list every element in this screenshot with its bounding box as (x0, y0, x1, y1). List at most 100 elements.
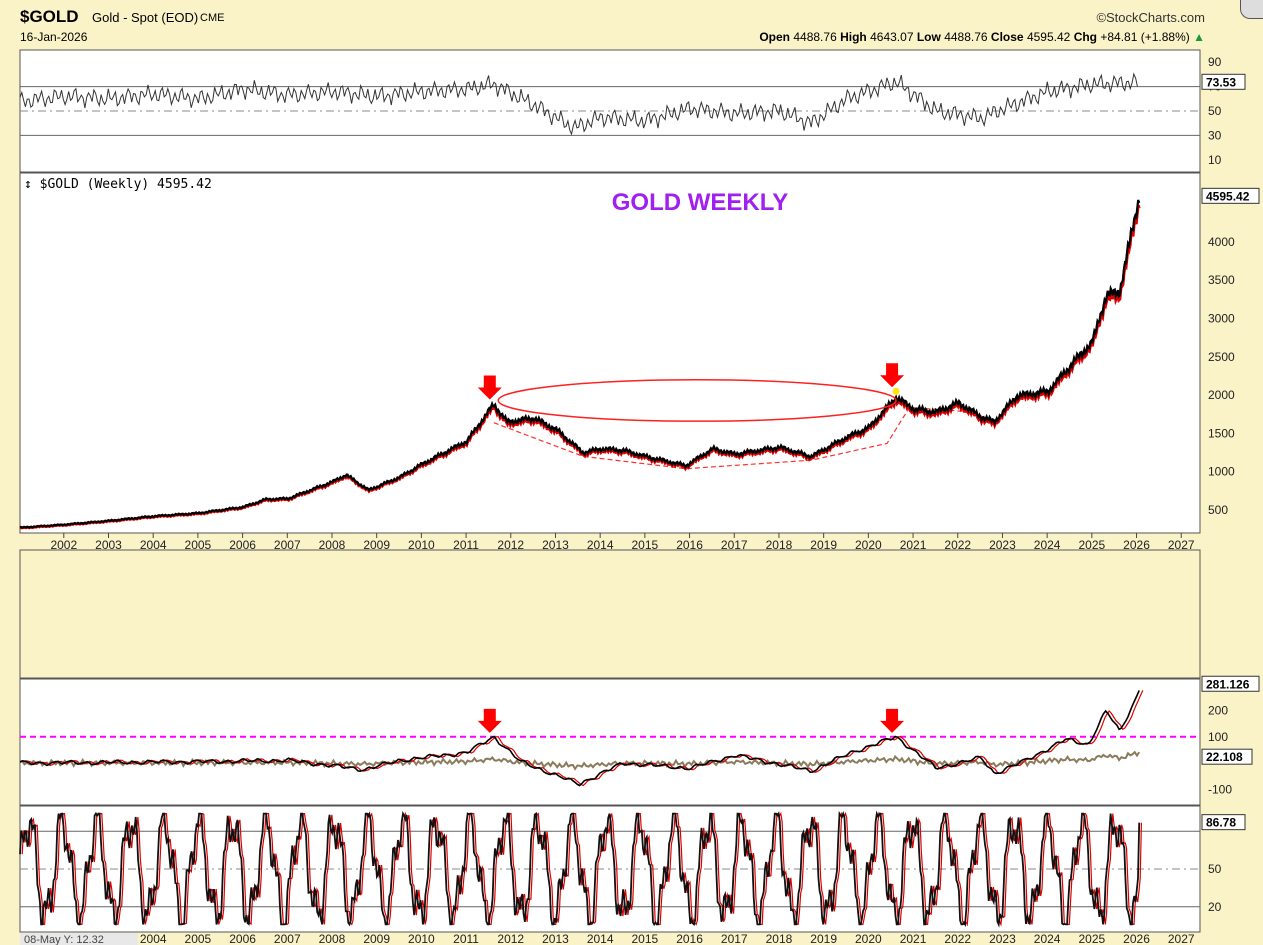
price-x-tick-label: 2019 (810, 538, 837, 552)
price-x-tick-label: 2024 (1034, 538, 1061, 552)
rsi-y-tick-label: 10 (1208, 153, 1222, 167)
momentum-secondary-value-label: 22.108 (1206, 750, 1243, 764)
bottom-x-tick-label: 2005 (185, 932, 212, 945)
symbol-label: $GOLD (20, 7, 79, 26)
high-label: High (840, 30, 867, 44)
bottom-x-tick-label: 2008 (319, 932, 346, 945)
price-x-tick-label: 2012 (497, 538, 524, 552)
bottom-x-tick-label: 2017 (721, 932, 748, 945)
stochastic-y-tick-label: 50 (1208, 862, 1222, 876)
momentum-peak-arrow-icon (477, 708, 502, 733)
bottom-x-tick-label: 2012 (497, 932, 524, 945)
low-value: 4488.76 (944, 30, 988, 44)
bottom-x-tick-label: 2026 (1123, 932, 1150, 945)
stochastic-series-line (19, 810, 1141, 928)
price-x-tick-label: 2004 (140, 538, 167, 552)
price-y-tick-label: 4000 (1208, 235, 1235, 249)
corner-options-button[interactable] (1240, 0, 1263, 19)
bottom-x-tick-label: 2009 (363, 932, 390, 945)
bottom-x-tick-label: 2027 (1168, 932, 1195, 945)
bottom-x-tick-label: 2025 (1078, 932, 1105, 945)
stochastic-last-value-label: 86.78 (1206, 816, 1236, 830)
price-last-value-label: 4595.42 (1206, 189, 1250, 203)
price-y-tick-label: 2500 (1208, 350, 1235, 364)
rsi-series-line (19, 72, 1138, 136)
price-x-tick-label: 2027 (1168, 538, 1195, 552)
bottom-x-tick-label: 2010 (408, 932, 435, 945)
cursor-readout-box (20, 933, 138, 945)
bottom-x-tick-label: 2015 (632, 932, 659, 945)
price-last-value-label-box (1201, 187, 1260, 204)
rsi-last-value-label-box (1201, 73, 1246, 90)
price-series-line (19, 199, 1141, 529)
ohlc-readout: Open 4488.76 High 4643.07 Low 4488.76 Cl… (759, 30, 1205, 44)
bottom-x-tick-label: 2020 (855, 932, 882, 945)
close-value: 4595.42 (1026, 30, 1071, 44)
bottom-x-tick-label: 2018 (766, 932, 793, 945)
high-value: 4643.07 (870, 30, 914, 44)
bottom-x-tick-label: 2022 (944, 932, 971, 945)
price-peak-arrow-icon (880, 363, 905, 388)
price-x-tick-label: 2002 (50, 538, 77, 552)
rsi-y-tick-label: 90 (1208, 55, 1222, 69)
price-y-tick-label: 3500 (1208, 273, 1235, 287)
price-x-tick-label: 2022 (944, 538, 971, 552)
price-x-tick-label: 2017 (721, 538, 748, 552)
chart-annotation-title: GOLD WEEKLY (612, 189, 788, 216)
open-label: Open (759, 30, 791, 44)
up-arrow-icon: ▲ (1193, 30, 1205, 44)
price-x-tick-label: 2005 (185, 538, 212, 552)
price-y-tick-label: 1000 (1208, 465, 1235, 479)
bottom-x-tick-label: 2011 (453, 932, 479, 945)
momentum-y-tick-label: 200 (1208, 704, 1228, 718)
rsi-last-value-label: 73.53 (1206, 75, 1236, 89)
stochastic-y-tick-label: 20 (1208, 900, 1222, 914)
price-x-tick-label: 2003 (95, 538, 122, 552)
bottom-x-tick-label: 2014 (587, 932, 614, 945)
bottom-x-tick-label: 2007 (274, 932, 301, 945)
support-trendline-right (909, 406, 995, 423)
price-x-tick-label: 2015 (632, 538, 659, 552)
close-label: Close (990, 30, 1024, 44)
bottom-x-tick-label: 2024 (1034, 932, 1061, 945)
bottom-x-tick-label: 2004 (140, 932, 167, 945)
price-panel-label: ↕ $GOLD (Weekly) 4595.42 (24, 177, 212, 192)
bottom-x-tick-label: 2019 (810, 932, 837, 945)
price-x-tick-label: 2020 (855, 538, 882, 552)
momentum-y-tick-label: 100 (1208, 730, 1228, 744)
change-value: +84.81 (+1.88%) (1100, 30, 1190, 44)
momentum-secondary-value-label-box (1201, 748, 1253, 765)
momentum-last-value-label: 281.126 (1206, 677, 1250, 691)
blank-panel-frame (19, 549, 1201, 679)
bottom-x-tick-label: 2006 (229, 932, 256, 945)
bottom-x-tick-label: 2016 (676, 932, 703, 945)
momentum-signal-line (23, 690, 1144, 787)
momentum-peak-arrow-icon (880, 708, 905, 733)
mom-panel-frame (19, 678, 1201, 806)
price-x-tick-label: 2013 (542, 538, 569, 552)
price-x-tick-label: 2009 (363, 538, 390, 552)
rsi-y-tick-label: 50 (1208, 104, 1222, 118)
price-x-tick-label: 2011 (453, 538, 479, 552)
cursor-readout: 08-May Y: 12.32 (24, 934, 104, 945)
bottom-x-tick-label: 2013 (542, 932, 569, 945)
change-label: Chg (1073, 30, 1098, 44)
price-x-tick-label: 2007 (274, 538, 301, 552)
consolidation-ellipse (497, 379, 897, 422)
price-panel-frame (19, 172, 1201, 534)
price-y-tick-label: 2000 (1208, 388, 1235, 402)
price-x-tick-label: 2008 (319, 538, 346, 552)
price-x-tick-label: 2016 (676, 538, 703, 552)
stochastic-last-value-label-box (1201, 814, 1246, 831)
price-x-tick-label: 2025 (1078, 538, 1105, 552)
price-x-tick-label: 2006 (229, 538, 256, 552)
price-y-tick-label: 500 (1208, 503, 1228, 517)
momentum-series-line (19, 690, 1140, 787)
price-y-tick-label: 3000 (1208, 312, 1235, 326)
bottom-x-tick-label: 2023 (989, 932, 1016, 945)
bottom-x-tick-label: 2021 (900, 932, 927, 945)
momentum-y-tick-label: -100 (1208, 782, 1232, 796)
symbol-description: Gold - Spot (EOD) (92, 10, 199, 25)
price-peak-arrow-icon (477, 375, 502, 400)
